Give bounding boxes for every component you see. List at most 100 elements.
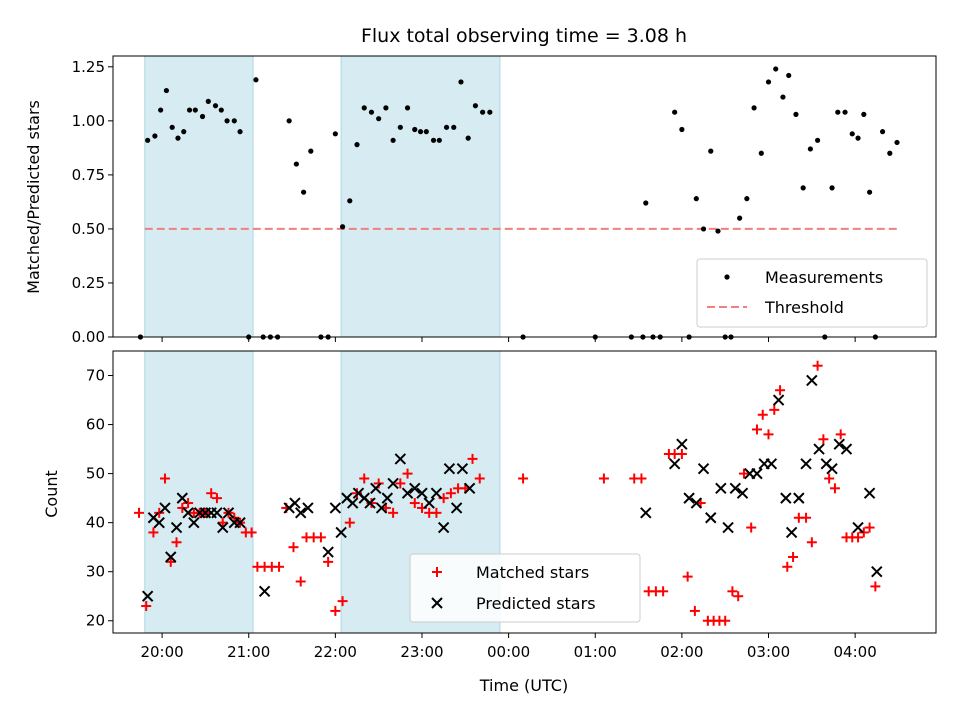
matched-star-point bbox=[388, 507, 399, 518]
measurement-point bbox=[737, 215, 743, 221]
bottom-y-ticks: 20 30 40 50 60 70 bbox=[86, 367, 113, 630]
predicted-star-point bbox=[234, 516, 246, 529]
predicted-star-point bbox=[668, 458, 681, 470]
measurement-point bbox=[793, 111, 799, 117]
matched-star-point bbox=[658, 586, 669, 597]
measurement-point bbox=[218, 107, 224, 113]
matched-star-point bbox=[763, 429, 774, 440]
x-tick-label: 02:00 bbox=[660, 643, 703, 661]
matched-star-point bbox=[409, 498, 420, 509]
measurement-point bbox=[829, 185, 835, 191]
matched-star-point bbox=[835, 429, 846, 440]
matched-star-point bbox=[474, 473, 485, 484]
x-tick-label: 00:00 bbox=[487, 643, 530, 661]
measurement-point bbox=[383, 105, 389, 111]
top-y-tick-label: 0.50 bbox=[72, 220, 105, 238]
measurement-point bbox=[361, 105, 367, 111]
top-legend-box bbox=[696, 258, 928, 328]
matched-star-point bbox=[598, 473, 609, 484]
measurement-point bbox=[480, 109, 486, 115]
matched-star-point bbox=[148, 527, 159, 538]
matched-star-point bbox=[141, 601, 152, 612]
predicted-star-point bbox=[153, 516, 165, 529]
matched-star-point bbox=[775, 385, 786, 396]
bottom-y-tick-label: 50 bbox=[86, 465, 105, 483]
measurement-point bbox=[693, 196, 699, 202]
top-shaded-interval-0 bbox=[144, 55, 254, 338]
legend-matched-label: Matched stars bbox=[476, 563, 589, 582]
predicted-star-point bbox=[170, 521, 183, 534]
predicted-star-point bbox=[375, 502, 388, 514]
predicted-star-point bbox=[443, 462, 456, 475]
measurement-point bbox=[186, 107, 193, 113]
measurement-point bbox=[145, 137, 151, 143]
predicted-star-point bbox=[690, 497, 703, 509]
measurement-point bbox=[158, 107, 164, 113]
matched-star-point bbox=[315, 532, 326, 543]
bottom-y-tick-label: 60 bbox=[86, 416, 105, 434]
predicted-star-point bbox=[217, 521, 229, 534]
matched-star-point bbox=[274, 561, 285, 572]
predicted-star-point bbox=[871, 565, 883, 578]
measurement-point bbox=[430, 137, 437, 143]
bottom-y-axis-label: Count bbox=[42, 470, 61, 518]
measurement-point bbox=[472, 103, 479, 109]
matched-star-point bbox=[288, 542, 299, 553]
matched-star-point bbox=[806, 537, 817, 548]
matched-star-point bbox=[858, 527, 869, 538]
predicted-star-point bbox=[188, 516, 200, 529]
predicted-star-point bbox=[736, 487, 749, 499]
predicted-star-point bbox=[289, 497, 301, 509]
measurement-point bbox=[451, 124, 457, 130]
matched-star-point bbox=[818, 434, 829, 445]
measurement-point bbox=[205, 98, 211, 104]
predicted-star-point bbox=[806, 374, 818, 387]
measurement-point bbox=[786, 72, 792, 79]
predicted-star-point bbox=[780, 492, 792, 504]
measurement-point bbox=[175, 135, 181, 141]
measurement-point bbox=[855, 135, 861, 141]
top-legend: Measurements Threshold bbox=[696, 258, 928, 328]
matched-star-point bbox=[676, 448, 687, 459]
bottom-y-tick-label: 20 bbox=[86, 612, 105, 630]
matched-star-point bbox=[689, 605, 700, 616]
predicted-star-point bbox=[722, 521, 734, 534]
top-shaded-interval-1 bbox=[340, 55, 501, 338]
matched-star-point bbox=[171, 537, 182, 548]
measurement-point bbox=[163, 87, 170, 94]
top-y-tick-label: 0.00 bbox=[72, 328, 105, 346]
measurement-point bbox=[152, 133, 158, 139]
matched-star-point bbox=[727, 586, 738, 597]
predicted-star-point bbox=[176, 492, 189, 504]
measurement-point bbox=[253, 77, 259, 83]
matched-star-point bbox=[636, 473, 647, 484]
x-tick-label: 04:00 bbox=[834, 643, 877, 661]
top-y-ticks: 0.00 0.25 0.50 0.75 1.00 1.25 bbox=[72, 58, 113, 346]
predicted-star-point bbox=[364, 497, 376, 509]
predicted-star-point bbox=[409, 482, 421, 495]
matched-star-point bbox=[870, 581, 881, 592]
measurement-point bbox=[866, 189, 873, 195]
measurement-point bbox=[224, 118, 230, 124]
measurement-point bbox=[842, 109, 848, 115]
measurement-point bbox=[286, 118, 292, 124]
measurement-point bbox=[887, 150, 893, 156]
predicted-star-point bbox=[785, 526, 798, 539]
measurement-point bbox=[436, 137, 442, 143]
matched-star-point bbox=[206, 488, 217, 499]
predicted-star-point bbox=[793, 492, 805, 504]
matched-star-point bbox=[359, 473, 370, 484]
matched-star-point bbox=[159, 473, 170, 484]
predicted-star-point bbox=[329, 502, 342, 514]
matched-star-point bbox=[154, 507, 165, 518]
measurement-point bbox=[751, 105, 757, 111]
matched-star-point bbox=[229, 512, 240, 523]
top-y-tick-label: 1.00 bbox=[72, 112, 105, 130]
matched-star-point bbox=[445, 488, 456, 499]
predicted-star-point bbox=[800, 458, 812, 470]
predicted-star-point bbox=[387, 477, 399, 490]
measurement-point bbox=[879, 129, 886, 135]
predicted-points bbox=[141, 374, 883, 602]
x-tick-label: 01:00 bbox=[574, 643, 617, 661]
matched-star-point bbox=[395, 478, 406, 489]
